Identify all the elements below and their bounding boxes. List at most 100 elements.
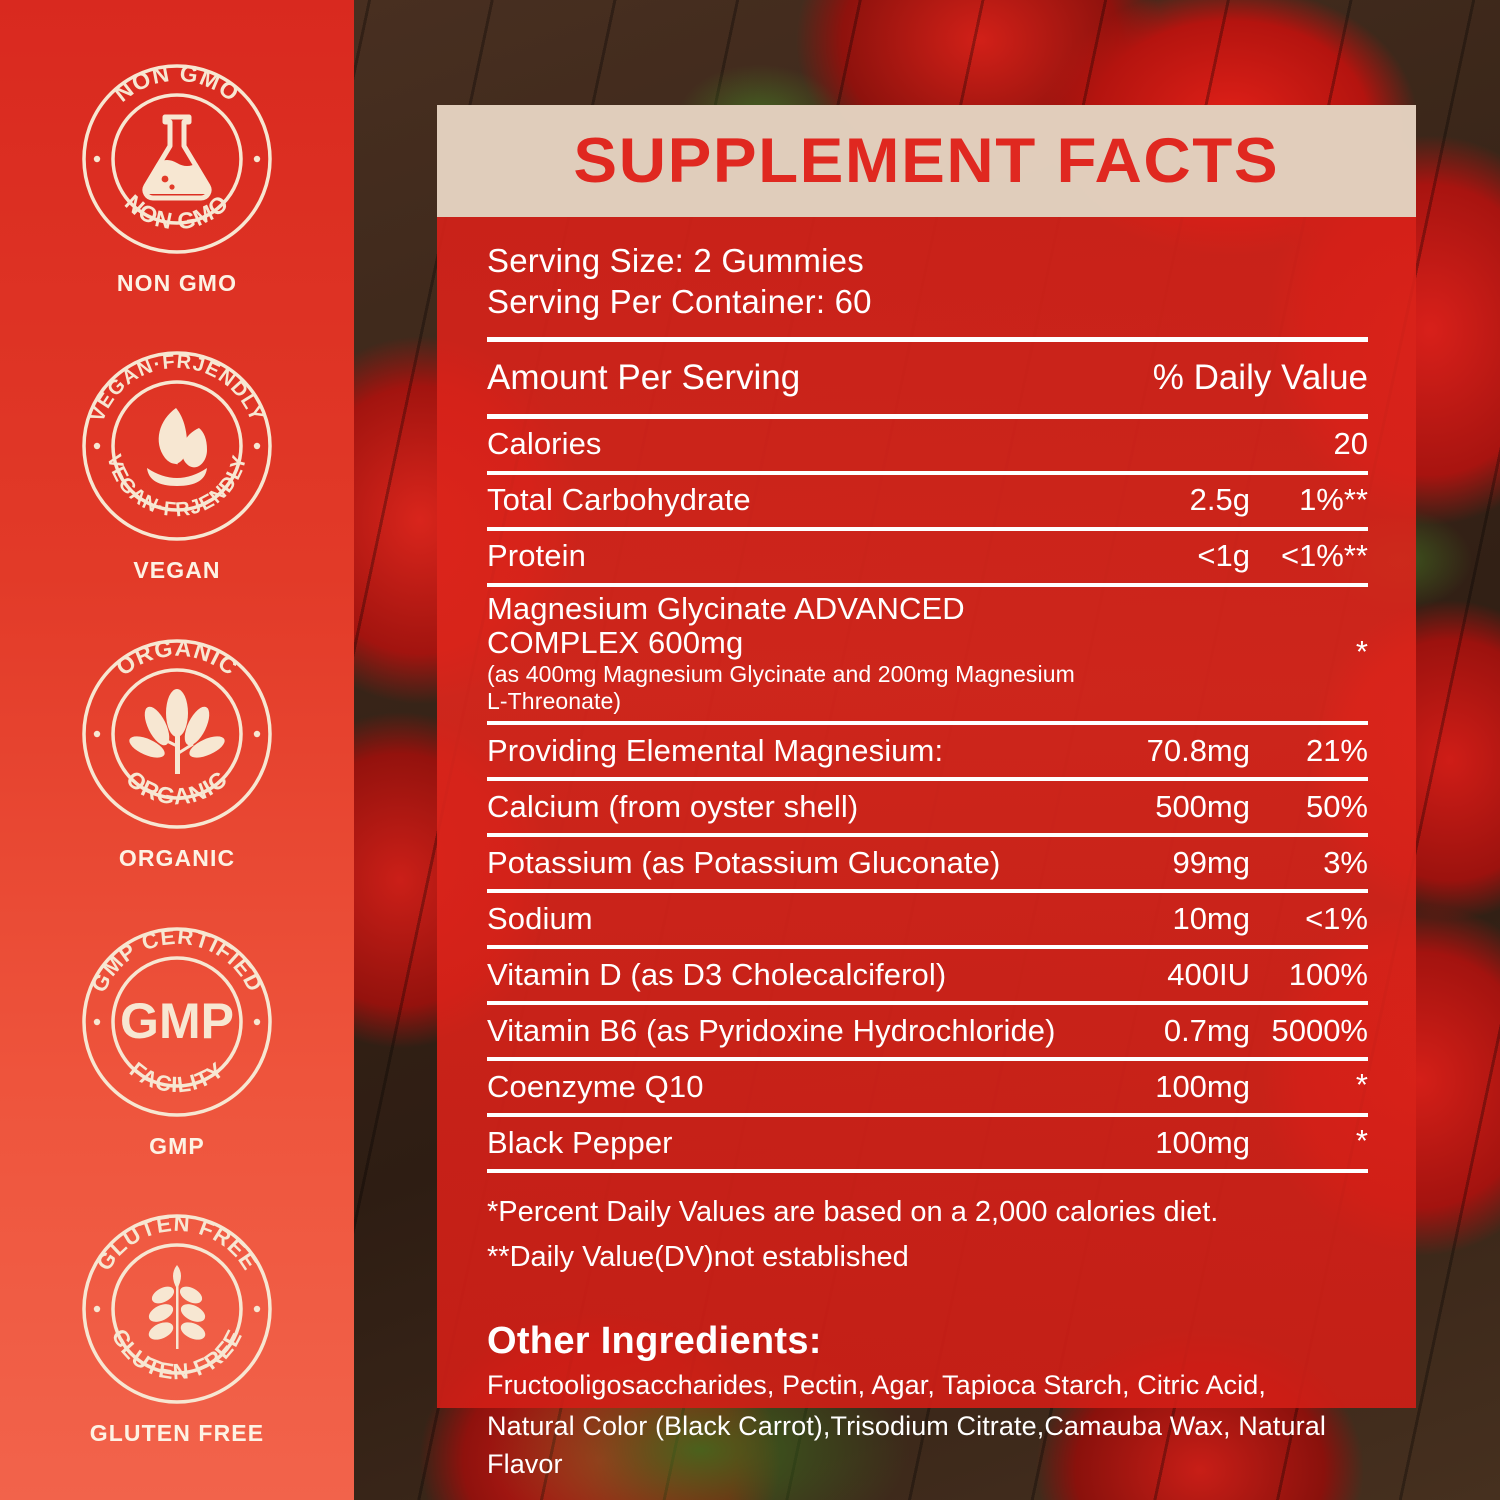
nutrient-amount: 99mg bbox=[1172, 844, 1250, 880]
table-row: Vitamin B6 (as Pyridoxine Hydrochloride)… bbox=[487, 1005, 1368, 1062]
nutrient-row: Sodium 10mg <1% bbox=[487, 893, 1368, 945]
divider-above-amount-header bbox=[487, 336, 1368, 342]
nutrient-name: Providing Elemental Magnesium: bbox=[487, 732, 944, 768]
badge-organic: ORGANIC ORGANIC ORGANIC bbox=[77, 634, 277, 872]
other-ingredients-title: Other Ingredients: bbox=[487, 1319, 822, 1362]
nutrient-daily-value: 20 bbox=[1333, 426, 1368, 462]
nutrient-row: Providing Elemental Magnesium: 70.8mg 21% bbox=[487, 725, 1368, 777]
table-column-headers: Amount Per Serving % Daily Value bbox=[487, 358, 1368, 398]
nutrient-name: Magnesium Glycinate ADVANCED COMPLEX 600… bbox=[487, 590, 1100, 715]
nutrient-name: Calories bbox=[487, 426, 602, 462]
nutrient-amount: 10mg bbox=[1172, 900, 1250, 936]
table-row: Providing Elemental Magnesium: 70.8mg 21% bbox=[487, 725, 1368, 782]
vegan-seal: VEGAN·FRJENDLY VEGAN·FRJENDLY bbox=[77, 346, 277, 546]
nutrient-daily-value: 1%** bbox=[1299, 482, 1368, 518]
badge-label-gluten-free: GLUTEN FREE bbox=[89, 1420, 265, 1447]
nutrient-row: Calcium (from oyster shell) 500mg 50% bbox=[487, 781, 1368, 833]
page-title: SUPPLEMENT FACTS bbox=[573, 126, 1280, 196]
nutrient-row: Magnesium Glycinate ADVANCED COMPLEX 600… bbox=[487, 587, 1368, 721]
nutrient-amount: 0.7mg bbox=[1163, 1012, 1250, 1048]
nutrient-amount: 100mg bbox=[1155, 1068, 1250, 1104]
badge-vegan: VEGAN·FRJENDLY VEGAN·FRJENDLY VEGAN bbox=[77, 346, 277, 584]
gmp-seal-graphic: GMP CERTIFIED FACILITY GMP bbox=[82, 923, 272, 1117]
nutrient-name-main: Magnesium Glycinate ADVANCED COMPLEX 600… bbox=[487, 590, 965, 660]
wheat-icon bbox=[148, 1265, 206, 1350]
nutrient-row: Coenzyme Q10 100mg * bbox=[487, 1061, 1368, 1113]
nutrient-row: Calories 20 bbox=[487, 419, 1368, 471]
nutrient-amount: <1g bbox=[1197, 538, 1250, 574]
table-row: Vitamin D (as D3 Cholecalciferol) 400IU 10… bbox=[487, 949, 1368, 1006]
nutrient-name: Calcium (from oyster shell) bbox=[487, 788, 859, 824]
gluten-free-seal-graphic: GLUTEN FREE GLUTEN FREE bbox=[82, 1211, 272, 1404]
table-row: Protein <1g <1%** bbox=[487, 531, 1368, 587]
gmp-ring-text-bottom: FACILITY bbox=[125, 1056, 229, 1097]
gluten-free-seal: GLUTEN FREE GLUTEN FREE bbox=[77, 1209, 277, 1409]
nutrient-daily-value: 3% bbox=[1323, 844, 1368, 880]
nutrient-amount: 400IU bbox=[1167, 956, 1250, 992]
nutrient-daily-value: 5000% bbox=[1271, 1012, 1368, 1048]
nutrient-row: Vitamin D (as D3 Cholecalciferol) 400IU 10… bbox=[487, 949, 1368, 1001]
serving-per-container-text: Serving Per Container: 60 bbox=[487, 282, 872, 320]
nutrient-daily-value: <1% bbox=[1305, 900, 1368, 936]
organic-seal: ORGANIC ORGANIC bbox=[77, 634, 277, 834]
badge-label-gmp: GMP bbox=[149, 1132, 205, 1159]
nutrient-daily-value: * bbox=[1355, 633, 1368, 669]
table-row: Sodium 10mg <1% bbox=[487, 893, 1368, 950]
table-row: Black Pepper 100mg * bbox=[487, 1117, 1368, 1174]
table-row: Calories 20 bbox=[487, 419, 1368, 475]
nutrient-name: Black Pepper bbox=[487, 1124, 673, 1160]
gmp-seal: GMP CERTIFIED FACILITY GMP bbox=[77, 922, 277, 1122]
nutrient-row: Black Pepper 100mg * bbox=[487, 1117, 1368, 1169]
supplement-facts-panel: SUPPLEMENT FACTS Serving Size: 2 Gummies… bbox=[437, 105, 1416, 1479]
plant-leaves-icon bbox=[129, 688, 225, 774]
other-ingredients-line-1: Fructooligosaccharides, Pectin, Agar, Ta… bbox=[487, 1369, 1266, 1400]
certification-badge-sidebar: NON GMO NON GMO NON GMO bbox=[0, 0, 354, 1500]
nutrient-name: Potassium (as Potassium Gluconate) bbox=[487, 844, 1001, 880]
nutrient-daily-value: <1%** bbox=[1280, 538, 1368, 574]
other-ingredients-line-2: Natural Color (Black Carrot),Trisodium C… bbox=[487, 1411, 1326, 1480]
nutrient-name: Total Carbohydrate bbox=[487, 482, 751, 518]
gmp-ring-text-top: GMP CERTIFIED bbox=[86, 923, 268, 996]
nutrient-name: Vitamin D (as D3 Cholecalciferol) bbox=[487, 956, 947, 992]
supplement-facts-header-band: SUPPLEMENT FACTS bbox=[437, 105, 1416, 217]
badge-label-non-gmo: NON GMO bbox=[116, 269, 238, 296]
footnote-dv-not-established: **Daily Value(DV)not established bbox=[487, 1241, 909, 1274]
vegan-seal-graphic: VEGAN·FRJENDLY VEGAN·FRJENDLY bbox=[82, 351, 272, 542]
badge-label-organic: ORGANIC bbox=[118, 844, 236, 871]
nutrient-amount: 2.5g bbox=[1189, 482, 1250, 518]
nutrient-name: Protein bbox=[487, 538, 586, 574]
organic-seal-graphic: ORGANIC ORGANIC bbox=[82, 635, 272, 829]
nutrient-daily-value: 21% bbox=[1305, 732, 1368, 768]
table-row: Magnesium Glycinate ADVANCED COMPLEX 600… bbox=[487, 587, 1368, 726]
serving-size-text: Serving Size: 2 Gummies bbox=[487, 242, 864, 279]
non-gmo-seal-graphic: NON GMO NON GMO bbox=[82, 59, 272, 254]
serving-info-block: Serving Size: 2 Gummies Serving Per Cont… bbox=[487, 241, 1368, 323]
table-row: Coenzyme Q10 100mg * bbox=[487, 1061, 1368, 1118]
daily-value-header: % Daily Value bbox=[1152, 357, 1368, 397]
table-row: Total Carbohydrate 2.5g 1%** bbox=[487, 475, 1368, 531]
organic-ring-text-top: ORGANIC bbox=[111, 635, 243, 681]
badge-gluten-free: GLUTEN FREE GLUTEN FREE GLUTEN FREE bbox=[77, 1209, 277, 1447]
nutrient-row: Potassium (as Potassium Gluconate) 99mg 3% bbox=[487, 837, 1368, 889]
nutrient-row: Total Carbohydrate 2.5g 1%** bbox=[487, 475, 1368, 527]
nutrient-row: Vitamin B6 (as Pyridoxine Hydrochloride)… bbox=[487, 1005, 1368, 1057]
flask-icon bbox=[142, 114, 212, 201]
supplement-facts-body: Serving Size: 2 Gummies Serving Per Cont… bbox=[437, 217, 1416, 1484]
nutrient-daily-value: 50% bbox=[1305, 788, 1368, 824]
nutrient-table: Calories 20 Total Carbohydrate 2.5g 1%** Prot… bbox=[487, 419, 1368, 1174]
gmp-text-icon: GMP bbox=[120, 993, 234, 1049]
nutrient-row: Protein <1g <1%** bbox=[487, 531, 1368, 583]
nutrient-name: Sodium bbox=[487, 900, 593, 936]
badge-non-gmo: NON GMO NON GMO NON GMO bbox=[77, 59, 277, 297]
nutrient-name: Vitamin B6 (as Pyridoxine Hydrochloride) bbox=[487, 1012, 1056, 1048]
table-row: Potassium (as Potassium Gluconate) 99mg 3% bbox=[487, 837, 1368, 894]
nutrient-daily-value: * bbox=[1355, 1066, 1368, 1102]
divider-below-amount-header bbox=[487, 413, 1368, 419]
badge-label-vegan: VEGAN bbox=[133, 557, 221, 584]
footnote-percent-daily-values: *Percent Daily Values are based on a 2,0… bbox=[487, 1196, 1219, 1229]
nutrient-amount: 100mg bbox=[1155, 1124, 1250, 1160]
nutrient-daily-value: 100% bbox=[1288, 956, 1368, 992]
non-gmo-seal: NON GMO NON GMO bbox=[77, 59, 277, 259]
nutrient-subtext: (as 400mg Magnesium Glycinate and 200mg … bbox=[487, 661, 1075, 715]
nutrient-amount: 70.8mg bbox=[1146, 732, 1250, 768]
